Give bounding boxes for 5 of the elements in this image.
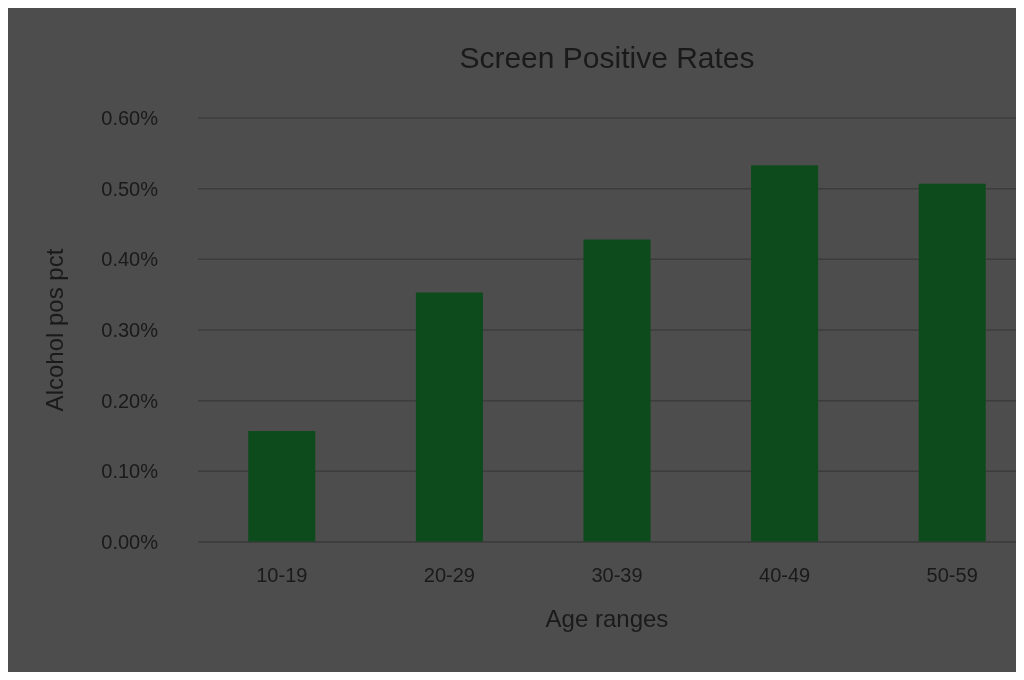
bar — [415, 292, 483, 542]
bar — [751, 165, 819, 542]
bar — [248, 431, 316, 542]
bar — [918, 183, 986, 542]
bar — [583, 239, 651, 542]
